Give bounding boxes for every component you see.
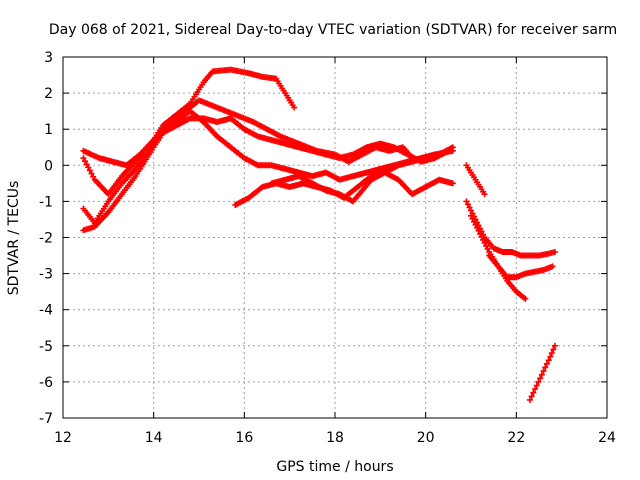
data-point (526, 396, 533, 403)
y-tick-label: 3 (44, 50, 53, 66)
data-point (530, 389, 537, 396)
series-track-7 (422, 176, 456, 190)
data-point (466, 204, 473, 211)
data-point (88, 170, 95, 177)
data-point (478, 233, 485, 240)
data-point (82, 158, 89, 165)
data-point (469, 215, 476, 222)
y-tick-label: -5 (39, 339, 53, 355)
data-point (464, 201, 471, 208)
data-point (548, 350, 555, 357)
data-point (449, 180, 456, 187)
y-tick-label: -7 (39, 411, 53, 427)
data-point (538, 371, 545, 378)
data-point (551, 248, 558, 255)
data-point (90, 173, 97, 180)
y-tick-label: -2 (39, 231, 53, 247)
data-point (471, 218, 478, 225)
y-tick-label: 1 (44, 122, 53, 138)
data-point (449, 144, 456, 151)
data-point (474, 224, 481, 231)
data-point (468, 207, 474, 214)
data-point (537, 375, 544, 382)
x-tick-label: 22 (507, 430, 525, 446)
series-track-6 (268, 169, 429, 205)
data-point (547, 353, 554, 360)
y-tick-label: 0 (44, 158, 53, 174)
data-point (545, 357, 552, 364)
series-track-8 (463, 162, 488, 198)
data-point (532, 386, 539, 393)
data-layer (80, 66, 558, 403)
data-point (551, 342, 558, 349)
data-point (291, 104, 298, 111)
data-point (481, 239, 488, 246)
data-point (468, 212, 474, 219)
data-point (549, 263, 556, 270)
data-point (535, 378, 542, 385)
data-point (543, 360, 550, 367)
data-point (528, 393, 535, 400)
data-point (483, 242, 490, 249)
data-point (463, 198, 470, 205)
y-tick-label: 2 (44, 86, 53, 102)
series-track-11 (486, 252, 529, 302)
data-point (484, 245, 491, 252)
y-tick-label: -1 (39, 194, 53, 210)
data-point (85, 164, 92, 171)
data-point (522, 295, 529, 302)
x-tick-label: 24 (598, 430, 616, 446)
y-axis-label: SDTVAR / TECUs (6, 181, 22, 296)
y-tick-label: -6 (39, 375, 53, 391)
data-point (550, 346, 557, 353)
data-point (83, 161, 90, 168)
data-point (477, 230, 484, 237)
data-point (86, 167, 93, 174)
y-tick-label: -3 (39, 267, 53, 283)
series-track-12 (526, 342, 558, 403)
data-point (80, 155, 87, 162)
grid-layer (63, 57, 607, 418)
x-tick-label: 14 (145, 430, 163, 446)
data-point (475, 227, 482, 234)
chart-title: Day 068 of 2021, Sidereal Day-to-day VTE… (49, 22, 617, 38)
data-point (472, 221, 479, 228)
data-point (481, 191, 488, 198)
x-tick-label: 20 (417, 430, 435, 446)
data-point (480, 236, 487, 243)
x-tick-label: 18 (326, 430, 344, 446)
data-point (533, 382, 540, 389)
x-tick-label: 16 (235, 430, 253, 446)
series-track-4 (80, 115, 452, 234)
x-tick-label: 12 (54, 430, 72, 446)
y-tick-label: -4 (39, 303, 53, 319)
data-point (542, 364, 549, 371)
x-axis-label: GPS time / hours (276, 459, 393, 475)
data-point (540, 368, 547, 375)
